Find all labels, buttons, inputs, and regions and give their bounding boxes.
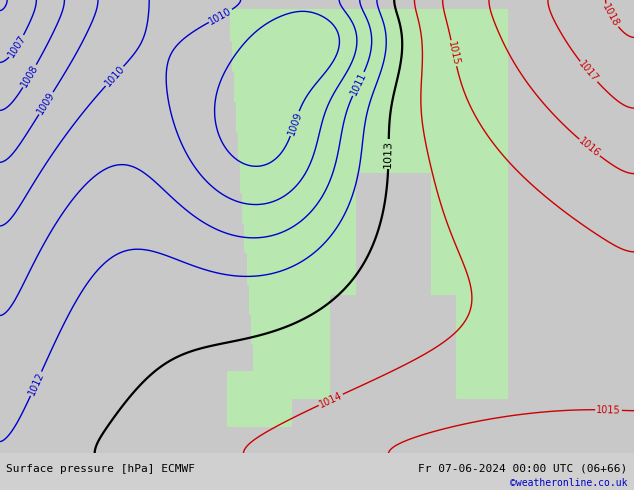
Text: 1008: 1008	[19, 63, 40, 89]
Text: Surface pressure [hPa] ECMWF: Surface pressure [hPa] ECMWF	[6, 464, 195, 473]
Text: 1012: 1012	[27, 370, 46, 397]
Text: 1018: 1018	[600, 2, 621, 29]
Text: 1013: 1013	[384, 140, 394, 168]
Text: 1011: 1011	[349, 71, 368, 97]
Text: 1010: 1010	[103, 64, 126, 89]
Text: 1015: 1015	[446, 40, 462, 66]
Text: 1010: 1010	[207, 6, 234, 26]
Text: 1015: 1015	[596, 405, 621, 415]
Text: 1016: 1016	[577, 136, 602, 159]
Text: 1017: 1017	[577, 59, 600, 84]
Text: 1009: 1009	[36, 90, 57, 116]
Text: Fr 07-06-2024 00:00 UTC (06+66): Fr 07-06-2024 00:00 UTC (06+66)	[418, 464, 628, 473]
Text: ©weatheronline.co.uk: ©weatheronline.co.uk	[510, 478, 628, 488]
Text: 1009: 1009	[286, 110, 304, 137]
Text: 1014: 1014	[318, 390, 344, 410]
Text: 1007: 1007	[6, 33, 28, 60]
